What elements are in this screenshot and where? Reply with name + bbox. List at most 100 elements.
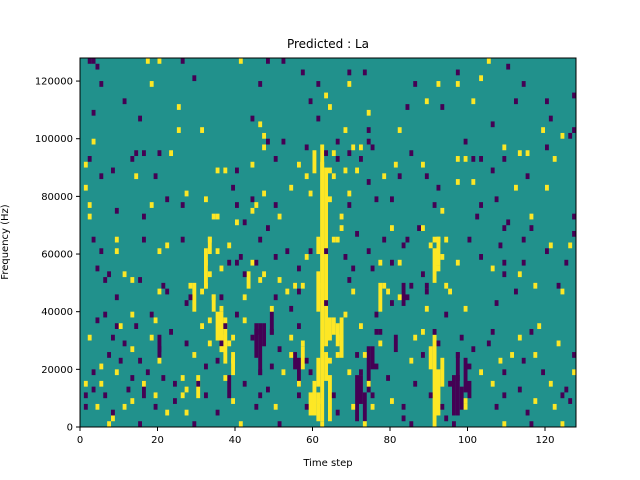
heatmap-cell [479,254,484,260]
heatmap-cell [145,369,150,376]
heatmap-cell [254,202,259,208]
heatmap-cell [440,207,445,214]
heatmap-cell [572,230,577,237]
heatmap-cell [138,277,143,283]
heatmap-cell [359,144,363,151]
heatmap-cell [335,352,340,358]
heatmap-cell [103,277,108,283]
heatmap-cell [87,334,92,341]
heatmap-cell [180,392,185,399]
y-tick-label: 60000 [41,250,73,261]
heatmap-cell [281,138,286,145]
heatmap-cell [130,277,135,283]
heatmap-cell [297,265,301,272]
heatmap-cell [184,409,189,416]
heatmap-cell [548,380,553,387]
heatmap-cell [413,334,418,341]
heatmap-cell [304,403,309,410]
heatmap-cell [548,115,553,122]
heatmap-cell [421,161,425,168]
heatmap-cell [328,317,332,341]
heatmap-cell [378,259,383,266]
heatmap-cell [149,202,154,208]
heatmap-cell [258,392,263,399]
heatmap-cell [250,161,255,168]
heatmap-cell [95,403,100,410]
heatmap-cell [262,132,267,139]
heatmap-cell [126,386,131,393]
heatmap-cell [142,213,146,220]
heatmap-cell [312,150,317,174]
heatmap-cell [529,421,534,427]
heatmap-cell [316,392,321,422]
heatmap-cell [490,328,495,335]
heatmap-cell [320,282,325,289]
heatmap-cell [204,196,208,203]
heatmap-cell [455,259,460,266]
heatmap-cell [397,173,402,180]
heatmap-cell [157,288,162,295]
heatmap-cell [258,277,263,283]
heatmap-cell [142,150,146,157]
heatmap-cell [130,398,135,404]
heatmap-cell [235,259,239,266]
heatmap-cell [502,156,507,162]
heatmap-cell [448,380,453,387]
heatmap-cell [83,403,88,410]
heatmap-cell [165,242,170,249]
heatmap-cell [467,236,472,243]
heatmap-cell [262,144,267,151]
heatmap-cell [362,69,367,76]
heatmap-cell [525,173,530,180]
heatmap-cell [219,294,224,301]
heatmap-cell [122,271,127,278]
heatmap-cell [300,346,305,370]
heatmap-cell [95,317,100,324]
heatmap-cell [572,352,577,358]
heatmap-cell [231,184,236,191]
heatmap-cell [134,323,139,329]
heatmap-cell [378,340,383,347]
heatmap-cell [494,196,499,203]
heatmap-cell [331,236,336,243]
heatmap-cell [401,415,406,422]
heatmap-cell [452,421,456,427]
heatmap-cell [324,150,329,157]
heatmap-cell [405,236,410,243]
heatmap-cell [444,311,449,318]
heatmap-cell [552,156,557,162]
heatmap-cell [200,288,205,295]
heatmap-cell [506,219,511,226]
heatmap-cell [370,265,375,272]
heatmap-cell [300,282,305,289]
heatmap-cell [207,236,212,255]
heatmap-cell [114,236,119,243]
heatmap-cell [180,202,185,208]
heatmap-cell [297,357,301,387]
heatmap-cell [560,288,565,295]
heatmap-cell [347,202,352,208]
heatmap-cell [421,328,425,335]
y-tick-label: 100000 [35,134,73,145]
heatmap-cell [343,254,348,260]
heatmap-cell [463,305,468,312]
heatmap-cell [486,58,491,64]
heatmap-cell [250,207,255,214]
heatmap-cell [223,375,228,381]
heatmap-cell [308,190,313,197]
heatmap-cell [207,340,212,347]
heatmap-cell [471,156,476,162]
heatmap-cell [545,184,549,191]
x-tick-label: 100 [458,435,477,446]
heatmap-cell [254,328,259,335]
heatmap-cell [529,213,534,220]
heatmap-cell [99,380,104,387]
heatmap-cell [297,288,301,295]
heatmap-cell [266,58,270,64]
heatmap-cell [440,254,445,260]
heatmap-cell [467,380,472,399]
heatmap-cell [459,334,464,341]
heatmap-cell [231,398,236,404]
heatmap-cell [490,167,495,174]
heatmap-cell [436,184,441,191]
